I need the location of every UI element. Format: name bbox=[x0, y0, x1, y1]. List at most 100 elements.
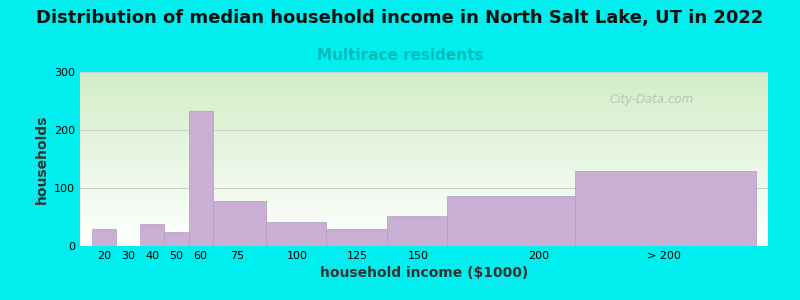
Bar bbox=[80, 132, 768, 133]
Bar bbox=[80, 74, 768, 75]
Bar bbox=[80, 156, 768, 157]
Bar bbox=[80, 228, 768, 229]
Bar bbox=[80, 237, 768, 238]
Bar bbox=[80, 96, 768, 97]
Bar bbox=[80, 140, 768, 141]
Bar bbox=[80, 188, 768, 189]
Bar bbox=[80, 114, 768, 115]
Bar bbox=[80, 235, 768, 236]
Bar bbox=[80, 155, 768, 156]
Bar bbox=[80, 88, 768, 89]
Bar bbox=[80, 202, 768, 203]
Bar bbox=[80, 150, 768, 151]
Bar bbox=[80, 169, 768, 170]
Bar bbox=[80, 121, 768, 122]
Bar bbox=[80, 94, 768, 95]
Bar bbox=[80, 104, 768, 105]
Bar bbox=[80, 194, 768, 195]
Bar bbox=[80, 133, 768, 134]
Bar bbox=[80, 213, 768, 214]
Bar bbox=[80, 224, 768, 225]
Bar bbox=[80, 160, 768, 161]
Bar bbox=[80, 120, 768, 121]
Bar bbox=[80, 122, 768, 123]
Bar bbox=[80, 232, 768, 233]
Bar bbox=[80, 173, 768, 174]
Bar bbox=[80, 203, 768, 204]
Text: City-Data.com: City-Data.com bbox=[610, 93, 694, 106]
Bar bbox=[80, 145, 768, 146]
Bar bbox=[80, 142, 768, 143]
Bar bbox=[80, 117, 768, 118]
Bar bbox=[80, 233, 768, 234]
Bar bbox=[80, 227, 768, 228]
Bar bbox=[80, 192, 768, 193]
Bar bbox=[80, 131, 768, 132]
Bar bbox=[80, 229, 768, 230]
Bar bbox=[80, 234, 768, 235]
Bar bbox=[80, 146, 768, 147]
Bar bbox=[80, 144, 768, 145]
Bar bbox=[80, 161, 768, 162]
Bar bbox=[80, 77, 768, 78]
Bar bbox=[80, 157, 768, 158]
Text: Multirace residents: Multirace residents bbox=[317, 48, 483, 63]
X-axis label: household income ($1000): household income ($1000) bbox=[320, 266, 528, 280]
Bar bbox=[140, 224, 165, 246]
Bar bbox=[80, 85, 768, 86]
Bar bbox=[80, 195, 768, 196]
Bar bbox=[80, 108, 768, 109]
Bar bbox=[80, 119, 768, 120]
Bar bbox=[80, 210, 768, 211]
Bar bbox=[80, 205, 768, 206]
Bar bbox=[80, 134, 768, 135]
Bar bbox=[80, 181, 768, 182]
Bar bbox=[80, 92, 768, 93]
Bar bbox=[80, 76, 768, 77]
Bar bbox=[80, 82, 768, 83]
Bar bbox=[80, 81, 768, 82]
Bar bbox=[80, 197, 768, 198]
Bar bbox=[80, 163, 768, 164]
Bar bbox=[80, 139, 768, 140]
Bar bbox=[80, 162, 768, 163]
Bar bbox=[80, 198, 768, 199]
Bar bbox=[80, 166, 768, 167]
Bar bbox=[80, 103, 768, 104]
Bar bbox=[80, 217, 768, 218]
Bar bbox=[80, 202, 768, 203]
Bar bbox=[80, 80, 768, 81]
Bar bbox=[80, 216, 768, 217]
Bar bbox=[80, 191, 768, 192]
Bar bbox=[80, 100, 768, 101]
Bar bbox=[80, 125, 768, 126]
Bar bbox=[80, 212, 768, 213]
Bar bbox=[80, 215, 768, 216]
Bar bbox=[80, 90, 768, 91]
Bar bbox=[80, 112, 768, 113]
Bar bbox=[80, 170, 768, 171]
Bar bbox=[80, 238, 768, 239]
Bar bbox=[80, 223, 768, 224]
Bar bbox=[80, 127, 768, 128]
Bar bbox=[80, 230, 768, 231]
Bar bbox=[80, 177, 768, 178]
Y-axis label: households: households bbox=[34, 114, 49, 204]
Bar bbox=[80, 204, 768, 205]
Bar bbox=[213, 201, 266, 246]
Bar bbox=[80, 110, 768, 111]
Bar bbox=[80, 243, 768, 244]
Bar bbox=[80, 176, 768, 177]
Bar bbox=[80, 219, 768, 220]
Bar bbox=[80, 193, 768, 194]
Bar bbox=[80, 147, 768, 148]
Bar bbox=[80, 175, 768, 176]
Bar bbox=[80, 200, 768, 201]
Bar bbox=[80, 240, 768, 241]
Bar bbox=[80, 222, 768, 223]
Bar bbox=[80, 239, 768, 240]
Bar bbox=[80, 129, 768, 130]
Bar bbox=[80, 138, 768, 139]
Bar bbox=[80, 180, 768, 181]
Bar bbox=[80, 209, 768, 210]
